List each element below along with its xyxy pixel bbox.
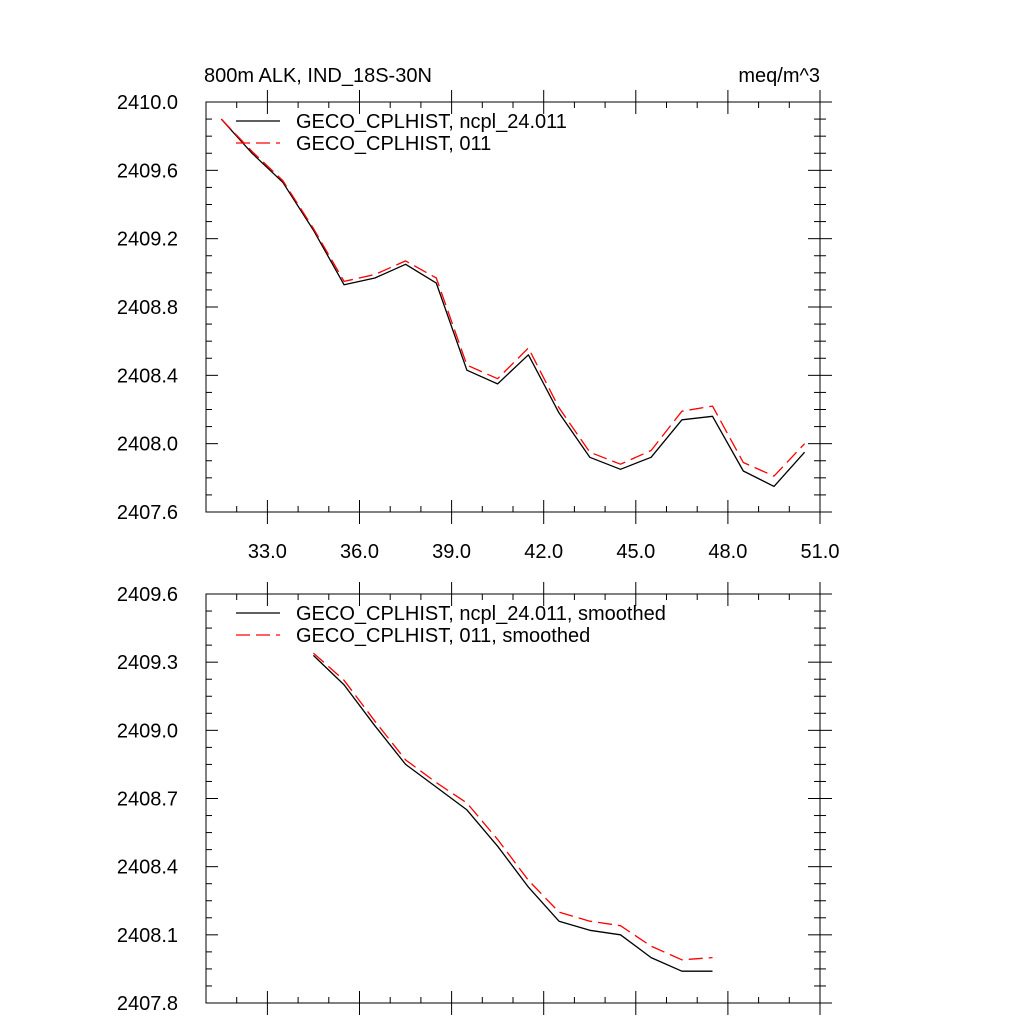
- legend-label-1: GECO_CPLHIST, ncpl_24.011: [296, 111, 567, 133]
- x-tick-label: 42.0: [524, 541, 563, 563]
- chart-panel-1: 33.0 36.0 39.0 42.0 45.0 48.0 51.0 2407.6 2408.0…: [117, 90, 840, 563]
- y-tick-label: 2408.4: [117, 857, 178, 879]
- y-tick-label: 2408.1: [117, 925, 178, 947]
- y-tick-label: 2408.7: [117, 789, 178, 811]
- y-tick-label: 2409.0: [117, 720, 178, 742]
- series-line-1: [220, 118, 806, 488]
- x-tick-label: 45.0: [616, 541, 655, 563]
- y-tick-label: 2410.0: [117, 92, 178, 114]
- legend-label-1: GECO_CPLHIST, ncpl_24.011, smoothed: [296, 603, 666, 625]
- y-tick-label: 2409.3: [117, 652, 178, 674]
- x-tick-label: 36.0: [340, 541, 379, 563]
- plot-frame: [205, 593, 821, 1004]
- y-tick-label: 2408.8: [117, 297, 178, 319]
- x-tick-label: 48.0: [708, 541, 747, 563]
- series-line-1: [312, 654, 713, 972]
- y-tick-label: 2407.8: [117, 993, 178, 1015]
- series-line-2: [220, 118, 806, 477]
- y-tick-label: 2409.2: [117, 229, 178, 251]
- y-tick-label: 2408.4: [117, 365, 178, 387]
- y-tick-label: 2407.6: [117, 502, 178, 524]
- chart-units: meq/m^3: [738, 65, 820, 87]
- x-tick-label: 39.0: [432, 541, 471, 563]
- y-tick-label: 2409.6: [117, 160, 178, 182]
- chart-title: 800m ALK, IND_18S-30N: [204, 65, 432, 87]
- chart-panel-2: 2407.8 2408.1 2408.4 2408.7 2409.0 2409.3 2409…: [117, 582, 832, 1015]
- y-tick-label: 2409.6: [117, 584, 178, 606]
- y-tick-label: 2408.0: [117, 434, 178, 456]
- x-tick-label: 33.0: [248, 541, 287, 563]
- x-tick-label: 51.0: [801, 541, 840, 563]
- legend-label-2: GECO_CPLHIST, 011, smoothed: [296, 625, 590, 647]
- plot-frame: [205, 101, 821, 513]
- legend-label-2: GECO_CPLHIST, 011: [296, 133, 491, 155]
- series-line-2: [312, 652, 713, 961]
